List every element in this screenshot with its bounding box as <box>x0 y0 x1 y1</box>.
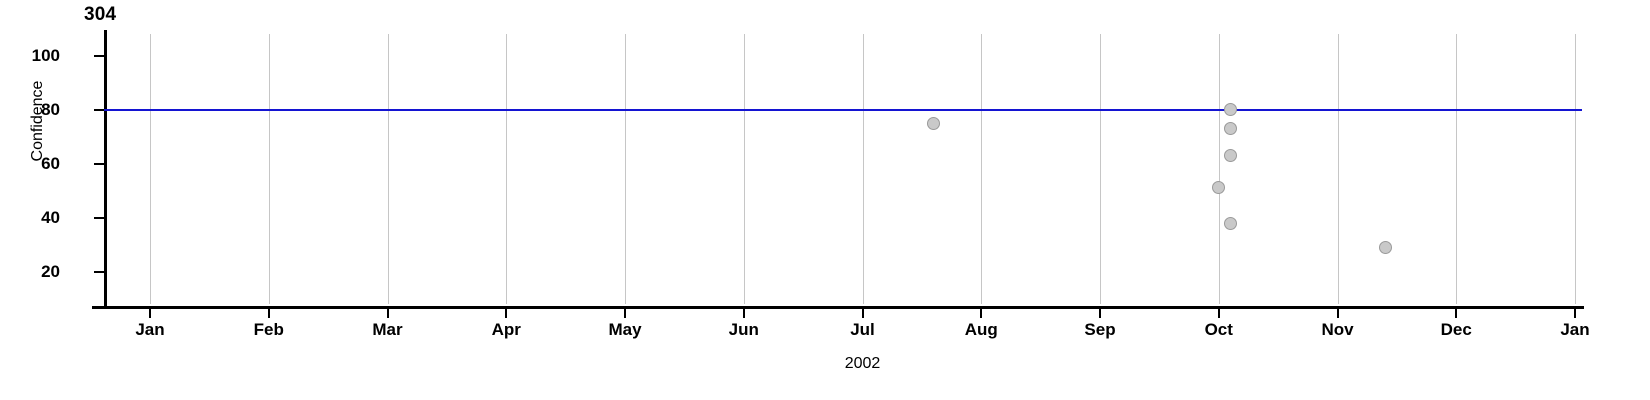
panel-title: 304 <box>84 4 117 25</box>
x-tick-label: Sep <box>1084 320 1116 339</box>
x-tick-mark <box>386 309 389 318</box>
x-tick-label: Aug <box>964 320 998 339</box>
x-tick-label: Apr <box>491 320 521 339</box>
gridline-vertical <box>1575 34 1576 304</box>
x-tick-mark <box>1455 309 1458 318</box>
x-tick-label: Mar <box>372 320 403 339</box>
x-tick-mark <box>861 309 864 318</box>
y-tick-label: 80 <box>41 99 60 119</box>
x-tick-label: Dec <box>1440 320 1472 339</box>
y-tick-label: 20 <box>41 261 60 281</box>
plot-area <box>104 34 1582 304</box>
data-point[interactable] <box>1224 216 1238 230</box>
y-tick-label: 100 <box>31 45 60 65</box>
gridline-vertical <box>862 34 864 304</box>
x-tick-label: Oct <box>1204 320 1233 339</box>
gridline-vertical <box>1218 34 1220 304</box>
gridline-vertical <box>387 34 389 304</box>
x-axis-title: 2002 <box>844 355 881 372</box>
x-tick-mark <box>1217 309 1220 318</box>
y-axis-line <box>104 30 107 308</box>
gridline-vertical <box>506 34 508 304</box>
x-tick-label: Feb <box>253 320 284 339</box>
x-tick-mark <box>1336 309 1339 318</box>
x-tick-label: Jan <box>1560 320 1590 339</box>
x-tick-mark <box>505 309 508 318</box>
data-point[interactable] <box>1378 240 1392 254</box>
x-tick-mark <box>1574 309 1576 318</box>
y-tick-mark <box>94 54 104 57</box>
y-tick-label: 40 <box>41 207 60 227</box>
x-tick-label: May <box>608 320 642 339</box>
data-point[interactable] <box>1212 181 1226 195</box>
x-tick-mark <box>624 309 626 318</box>
data-point[interactable] <box>927 116 941 130</box>
reference-line <box>104 108 1582 111</box>
y-tick-mark <box>94 162 104 165</box>
gridline-vertical <box>625 34 626 304</box>
x-axis-line <box>92 306 1584 309</box>
y-tick-label: 60 <box>41 153 60 173</box>
data-point[interactable] <box>1224 122 1238 135</box>
gridline-vertical <box>268 34 270 304</box>
x-tick-label: Nov <box>1321 320 1354 339</box>
x-tick-mark <box>267 309 270 318</box>
x-tick-label: Jun <box>728 320 759 339</box>
y-tick-mark <box>94 108 104 111</box>
x-tick-label: Jul <box>850 320 875 339</box>
gridline-vertical <box>1337 34 1339 304</box>
gridline-vertical <box>150 34 151 304</box>
gridline-vertical <box>1100 34 1101 304</box>
data-point[interactable] <box>1224 149 1238 162</box>
x-tick-mark <box>742 309 745 318</box>
x-tick-mark <box>980 309 983 318</box>
data-point[interactable] <box>1224 103 1238 117</box>
x-tick-mark <box>1099 309 1101 318</box>
x-tick-label: Jan <box>135 320 165 339</box>
y-tick-mark <box>94 270 104 273</box>
x-tick-mark <box>149 309 151 318</box>
gridline-vertical <box>743 34 745 304</box>
gridline-vertical <box>1456 34 1458 304</box>
y-tick-mark <box>94 216 104 219</box>
gridline-vertical <box>981 34 983 304</box>
